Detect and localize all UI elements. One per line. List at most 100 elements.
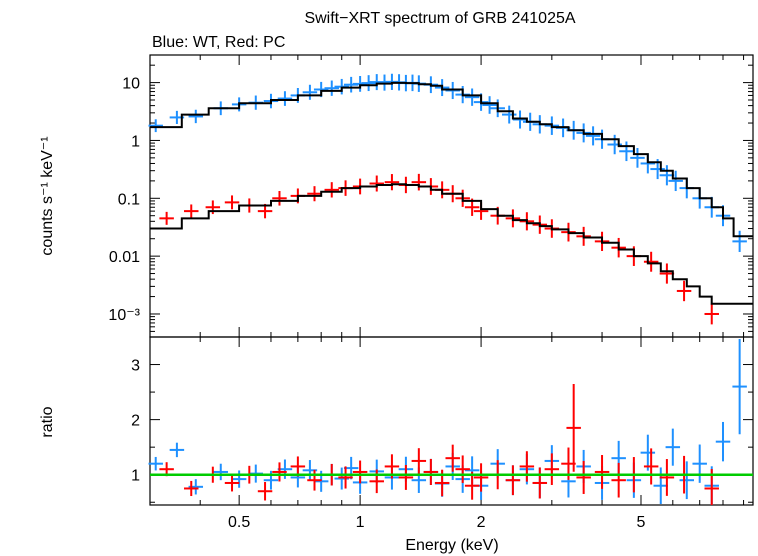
spectrum-point-wt <box>464 88 480 106</box>
ratio-point-pc <box>338 466 353 489</box>
spectrum-point-pc <box>369 175 384 192</box>
spectrum-point-wt <box>302 84 318 100</box>
spectrum-point-wt <box>668 170 683 192</box>
ratio-point-pc <box>594 455 610 489</box>
ratio-point-wt <box>653 467 668 504</box>
spectrum-point-wt <box>324 80 339 96</box>
x-tick-label: 1 <box>356 514 365 531</box>
x-tick-label: 2 <box>477 514 486 531</box>
ratio-point-wt <box>334 467 349 490</box>
model-line-pc <box>150 183 753 305</box>
ratio-point-pc <box>369 469 384 494</box>
spectrum-y-axis-label: counts s⁻¹ keV⁻¹ <box>39 136 56 255</box>
spectrum-ticks <box>149 54 753 338</box>
spectrum-point-wt <box>659 165 675 186</box>
spectrum-point-wt <box>585 126 601 146</box>
ratio-panel: 1 2 3 ratio <box>39 336 754 506</box>
chart-title: Swift−XRT spectrum of GRB 241025A <box>304 10 575 27</box>
ratio-series-pc <box>159 384 719 505</box>
ratio-point-pc <box>307 469 322 491</box>
spectrum-point-wt <box>501 105 517 124</box>
ratio-point-pc <box>544 453 560 485</box>
ratio-plot-frame <box>149 336 754 506</box>
ratio-point-pc <box>643 448 659 485</box>
ratio-series-wt <box>148 338 747 505</box>
ratio-point-pc <box>611 462 626 498</box>
ratio-point-pc <box>257 481 273 501</box>
ratio-point-pc <box>566 384 581 472</box>
x-tick-labels: 0.5 1 2 5 <box>228 514 646 531</box>
y-tick-label: 0.1 <box>118 191 140 208</box>
spectrum-point-pc <box>676 280 692 302</box>
spectrum-point-pc <box>307 186 322 202</box>
spectrum-point-wt <box>512 110 528 129</box>
ratio-point-pc <box>184 480 199 497</box>
ratio-point-pc <box>576 460 591 494</box>
ratio-point-pc <box>464 471 480 500</box>
ratio-point-wt <box>169 442 185 458</box>
ratio-tick-label: 1 <box>131 468 140 485</box>
ratio-point-pc <box>224 474 240 492</box>
ratio-point-wt <box>665 428 681 466</box>
ratio-point-pc <box>473 463 489 492</box>
ratio-series <box>148 338 753 505</box>
spectrum-point-pc <box>184 204 199 218</box>
ratio-point-pc <box>290 456 306 477</box>
spectrum-series <box>148 73 753 325</box>
spectrum-plot-frame <box>149 54 754 338</box>
spectrum-panel: 10 1 0.1 0.01 10⁻³ counts s⁻¹ keV⁻¹ <box>39 54 754 338</box>
ratio-point-wt <box>732 338 747 435</box>
spectrum-point-pc <box>159 211 174 225</box>
ratio-point-pc <box>445 444 460 472</box>
ratio-point-pc <box>352 460 368 484</box>
model-line-wt <box>150 81 753 238</box>
ratio-point-wt <box>679 461 695 500</box>
y-tick-label: 10⁻³ <box>108 307 140 324</box>
y-tick-label: 10 <box>122 76 140 93</box>
spectrum-point-wt <box>277 91 293 106</box>
spectrum-point-wt <box>482 96 497 114</box>
spectrum-point-pc <box>384 174 400 191</box>
spectrum-point-wt <box>188 109 204 124</box>
ratio-point-wt <box>148 456 163 471</box>
ratio-point-pc <box>455 455 470 483</box>
ratio-point-wt <box>715 421 731 462</box>
ratio-point-pc <box>659 459 675 496</box>
spectrum-point-wt <box>630 147 645 168</box>
spectrum-point-pc <box>411 173 427 191</box>
x-axis-label: Energy (keV) <box>405 537 498 554</box>
spectrum-point-pc <box>224 195 240 210</box>
ratio-tick-label: 3 <box>131 358 140 375</box>
ratio-point-pc <box>519 451 535 482</box>
ratio-point-wt <box>213 463 228 481</box>
y-tick-label: 1 <box>131 133 140 150</box>
spectrum-point-wt <box>619 141 634 162</box>
spectrum-point-pc <box>704 303 719 325</box>
ratio-point-wt <box>231 470 247 488</box>
ratio-point-pc <box>398 465 414 490</box>
spectrum-point-pc <box>272 190 287 206</box>
x-tick-label: 5 <box>637 514 646 531</box>
ratio-point-wt <box>692 444 707 483</box>
ratio-y-axis-label: ratio <box>39 406 56 437</box>
y-tick-label: 0.01 <box>109 249 140 266</box>
spectrum-series-pc <box>159 173 719 325</box>
x-tick-label: 0.5 <box>228 514 250 531</box>
ratio-tick-label: 2 <box>131 413 140 430</box>
ratio-point-pc <box>505 465 521 496</box>
ratio-point-pc <box>423 458 439 485</box>
ratio-point-wt <box>640 434 656 471</box>
ratio-point-pc <box>272 462 287 482</box>
ratio-tick-labels: 1 2 3 <box>131 358 140 485</box>
spectrum-point-wt <box>361 75 376 92</box>
spectrum-point-pc <box>643 251 659 272</box>
spectrum-tick-labels: 10 1 0.1 0.01 10⁻³ <box>108 76 140 324</box>
spectrum-point-pc <box>659 263 675 284</box>
spectrum-point-wt <box>732 230 747 252</box>
spectrum-point-pc <box>324 182 339 198</box>
ratio-point-pc <box>411 448 427 474</box>
spectrum-point-wt <box>148 119 163 133</box>
chart-subtitle: Blue: WT, Red: PC <box>152 34 285 51</box>
ratio-point-pc <box>532 467 548 499</box>
